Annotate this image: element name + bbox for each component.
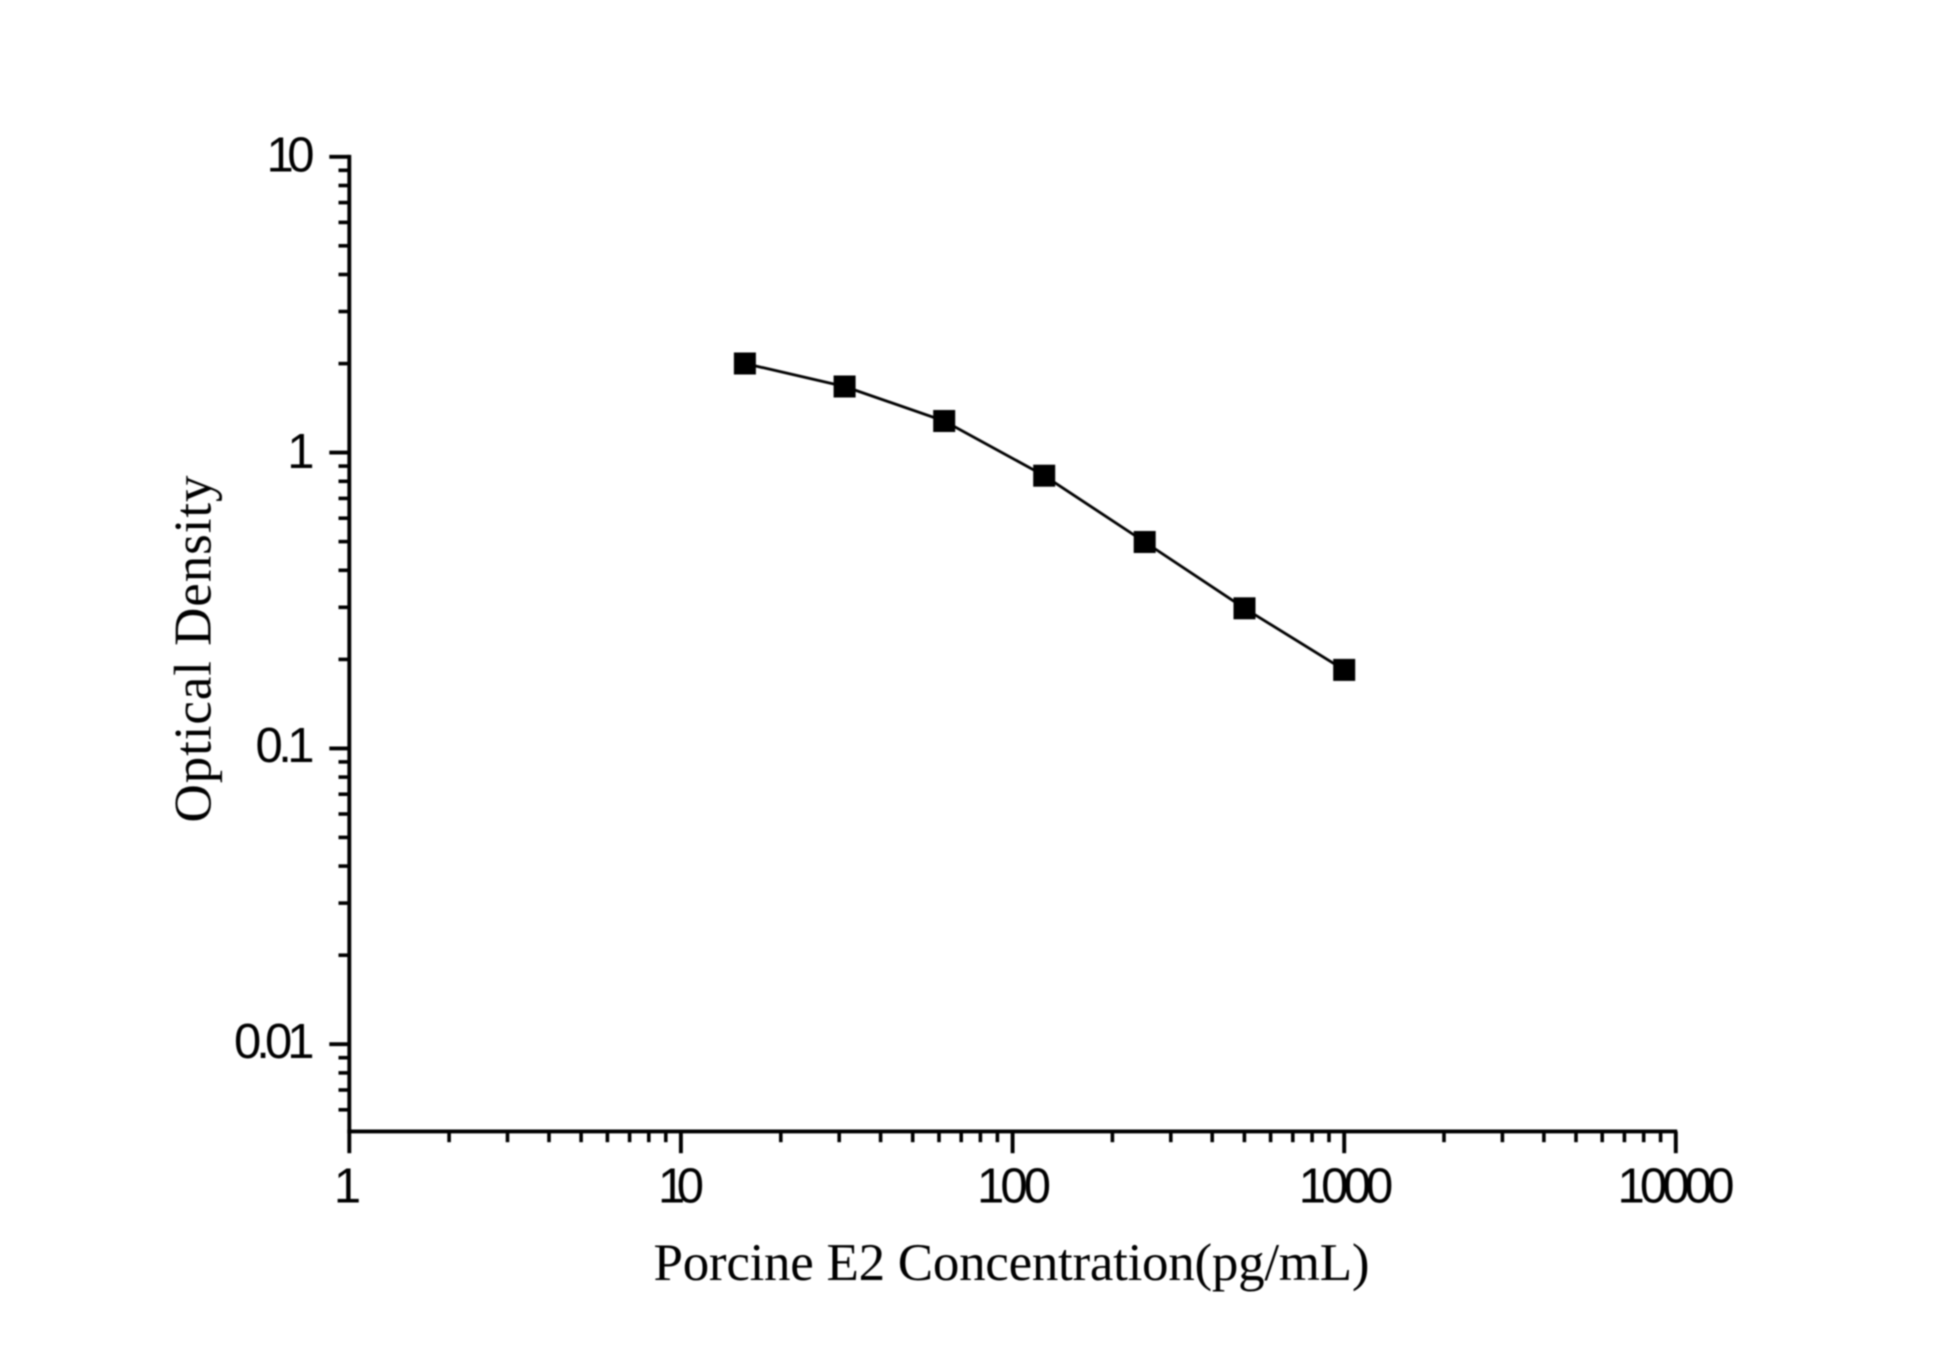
- svg-text:10: 10: [267, 129, 315, 183]
- svg-text:Optical Density: Optical Density: [165, 475, 223, 823]
- svg-text:1: 1: [334, 1159, 361, 1213]
- svg-text:1: 1: [287, 425, 314, 479]
- svg-text:0.01: 0.01: [234, 1015, 315, 1069]
- svg-text:10: 10: [658, 1159, 704, 1213]
- svg-text:100: 100: [977, 1159, 1051, 1213]
- svg-text:1000: 1000: [1299, 1159, 1394, 1213]
- svg-text:10000: 10000: [1618, 1159, 1735, 1213]
- svg-text:Porcine E2 Concentration(pg/mL: Porcine E2 Concentration(pg/mL): [654, 1234, 1370, 1292]
- svg-text:0.1: 0.1: [256, 719, 315, 773]
